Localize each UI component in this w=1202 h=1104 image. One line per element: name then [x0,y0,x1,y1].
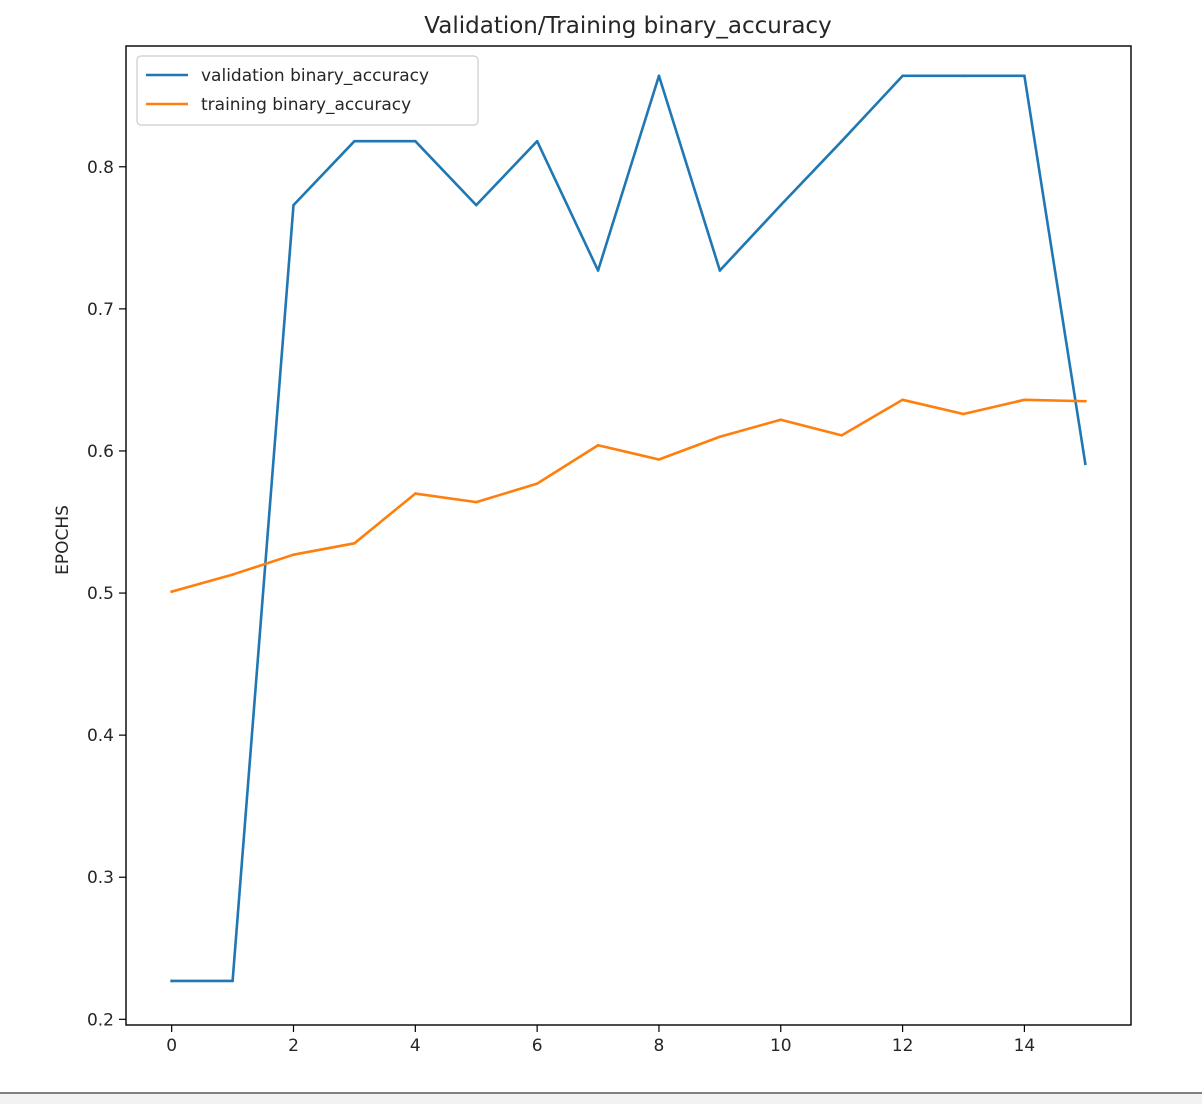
training-data-point [901,398,904,402]
validation-data-point [292,203,295,207]
validation-data-point [779,203,783,207]
y-axis: 0.2 0.3 0.4 0.5 0.6 0.7 0.8 [87,158,126,1030]
x-tick-label: 6 [532,1036,543,1056]
legend-label-validation: validation binary_accuracy [201,66,429,86]
validation-data-point [657,74,661,78]
validation-data-point [535,139,539,143]
training-data-point [353,542,356,545]
x-tick-label: 14 [1014,1036,1036,1056]
x-tick-label: 0 [166,1036,177,1056]
validation-data-point [840,139,843,143]
y-tick-label: 0.5 [87,584,114,604]
y-tick-label: 0.6 [87,442,114,462]
validation-data-point [596,269,600,272]
legend-box [136,55,479,126]
validation-series-line [170,74,1087,983]
x-tick-label: 10 [770,1036,792,1056]
validation-data-point [1023,74,1026,78]
legend: validation binary_accuracy training bina… [136,55,479,126]
y-axis-label: EPOCHS [53,505,73,575]
training-data-point [1084,399,1087,403]
validation-data-point [901,74,904,78]
training-data-point [170,590,173,593]
validation-data-point [962,74,965,78]
validation-data-point [414,139,417,143]
y-tick-label: 0.2 [87,1010,114,1030]
training-data-point [1023,398,1026,402]
training-data-point [231,573,234,576]
validation-data-point [353,139,356,143]
validation-data-point [170,979,173,983]
training-data-point [474,500,478,504]
y-tick-label: 0.8 [87,158,114,178]
training-data-point [657,458,661,461]
training-data-point [596,443,600,447]
y-tick-label: 0.3 [87,868,114,888]
validation-data-point [718,269,722,272]
x-tick-label: 2 [288,1036,299,1056]
training-data-point [718,435,722,439]
validation-data-point [231,979,234,983]
bottom-strip [0,1094,1202,1104]
y-tick-label: 0.7 [87,300,114,320]
chart-title: Validation/Training binary_accuracy [424,13,831,39]
training-data-point [779,418,783,421]
x-tick-label: 4 [410,1036,421,1056]
legend-label-training: training binary_accuracy [201,95,411,115]
training-data-point [414,492,417,495]
x-tick-label: 8 [654,1036,665,1056]
training-data-point [840,434,843,437]
training-data-point [535,482,539,485]
y-tick-label: 0.4 [87,726,114,746]
series-lines [170,74,1087,983]
training-data-point [292,553,295,556]
x-tick-label: 12 [892,1036,914,1056]
bottom-divider [0,1092,1202,1094]
training-data-point [962,412,965,416]
plot-frame [125,45,1132,1026]
validation-data-point [474,203,478,207]
x-axis: 0 2 4 6 8 10 12 14 [166,1025,1035,1056]
training-series-line [170,398,1087,594]
validation-data-point [1084,462,1087,466]
